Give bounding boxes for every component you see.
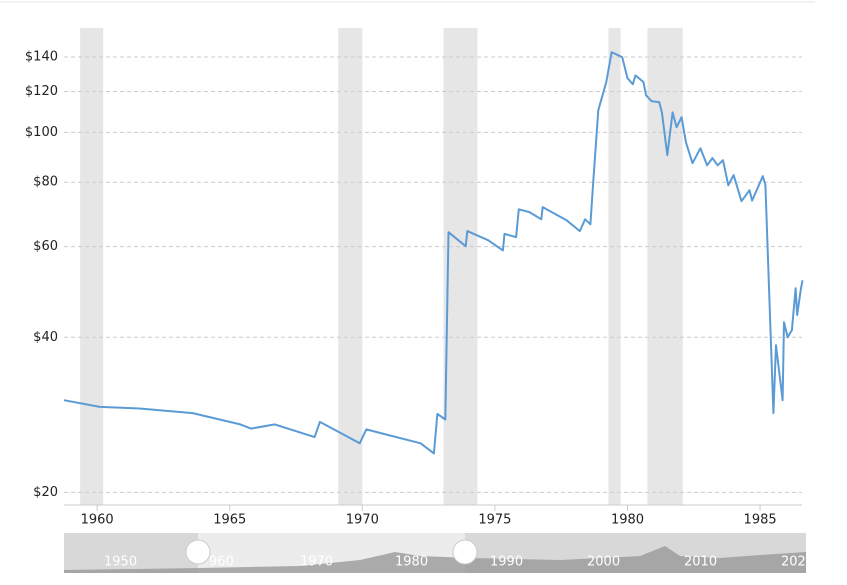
navigator-label: 1990 <box>490 555 523 570</box>
x-tick-label: 1985 <box>744 513 777 528</box>
recession-band <box>338 28 363 505</box>
navigator-handle[interactable] <box>185 539 211 565</box>
navigator-label: 2000 <box>587 555 620 570</box>
y-tick-label: $100 <box>25 125 58 140</box>
navigator-label: 1970 <box>300 555 333 570</box>
recession-band <box>443 28 478 505</box>
recession-band <box>647 28 683 505</box>
y-tick-label: $20 <box>33 485 58 500</box>
navigator-label: 1980 <box>395 555 428 570</box>
price-line <box>63 51 804 455</box>
navigator-label: 202 <box>781 555 806 570</box>
y-tick-label: $60 <box>33 239 58 254</box>
x-tick-label: 1965 <box>213 513 246 528</box>
navigator-label: 960 <box>209 555 234 570</box>
y-tick-label: $140 <box>25 50 58 65</box>
navigator-label: 2010 <box>684 555 717 570</box>
x-tick-label: 1970 <box>346 513 379 528</box>
navigator-label: 1950 <box>104 555 137 570</box>
navigator-area <box>64 546 806 573</box>
x-tick-label: 1960 <box>81 513 114 528</box>
y-tick-label: $120 <box>25 84 58 99</box>
x-tick-label: 1980 <box>611 513 644 528</box>
recession-band <box>608 28 621 505</box>
x-tick-label: 1975 <box>478 513 511 528</box>
recession-band <box>80 28 104 505</box>
y-tick-label: $40 <box>33 330 58 345</box>
y-tick-label: $80 <box>33 175 58 190</box>
navigator-handle[interactable] <box>452 539 478 565</box>
navigator[interactable]: 1950 960 1970 1980 1990 2000 2010 202 <box>64 533 806 573</box>
